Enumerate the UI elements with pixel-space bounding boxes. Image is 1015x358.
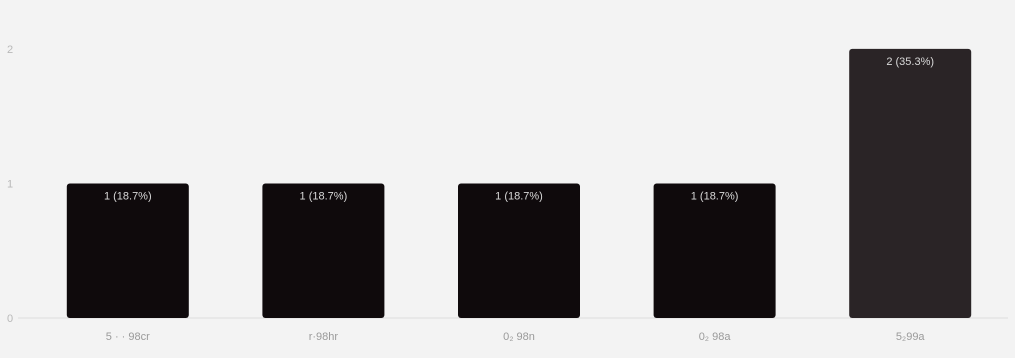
bar — [66, 183, 189, 318]
bar-series — [66, 48, 972, 319]
bar-data-label: 1 (18.7%) — [104, 190, 152, 202]
bar-data-labels: 1 (18.7%) 1 (18.7%) 1 (18.7%) 1 (18.7%) 2 (3… — [104, 56, 934, 203]
bar — [458, 183, 580, 318]
bar — [262, 183, 385, 318]
y-axis-ticks: 2 1 0 — [7, 44, 13, 325]
x-axis-labels: 5 · · 98cr r·98hr 0₂ 98n 0₂ 98a 5₂99a — [106, 331, 926, 343]
bar-data-label: 1 (18.7%) — [300, 190, 348, 202]
y-tick-label: 1 — [7, 178, 13, 190]
x-tick-label: r·98hr — [309, 331, 339, 343]
bar-data-label: 1 (18.7%) — [691, 190, 739, 202]
y-tick-label: 2 — [7, 44, 13, 56]
bar — [849, 48, 972, 319]
x-tick-label: 0₂ 98a — [699, 331, 732, 343]
x-tick-label: 5₂99a — [896, 331, 926, 343]
bar — [653, 183, 776, 318]
x-tick-label: 0₂ 98n — [503, 331, 535, 343]
x-tick-label: 5 · · 98cr — [106, 331, 150, 343]
bar-data-label: 2 (35.3%) — [886, 56, 934, 68]
y-tick-label: 0 — [7, 313, 13, 325]
bar-data-label: 1 (18.7%) — [495, 190, 543, 202]
